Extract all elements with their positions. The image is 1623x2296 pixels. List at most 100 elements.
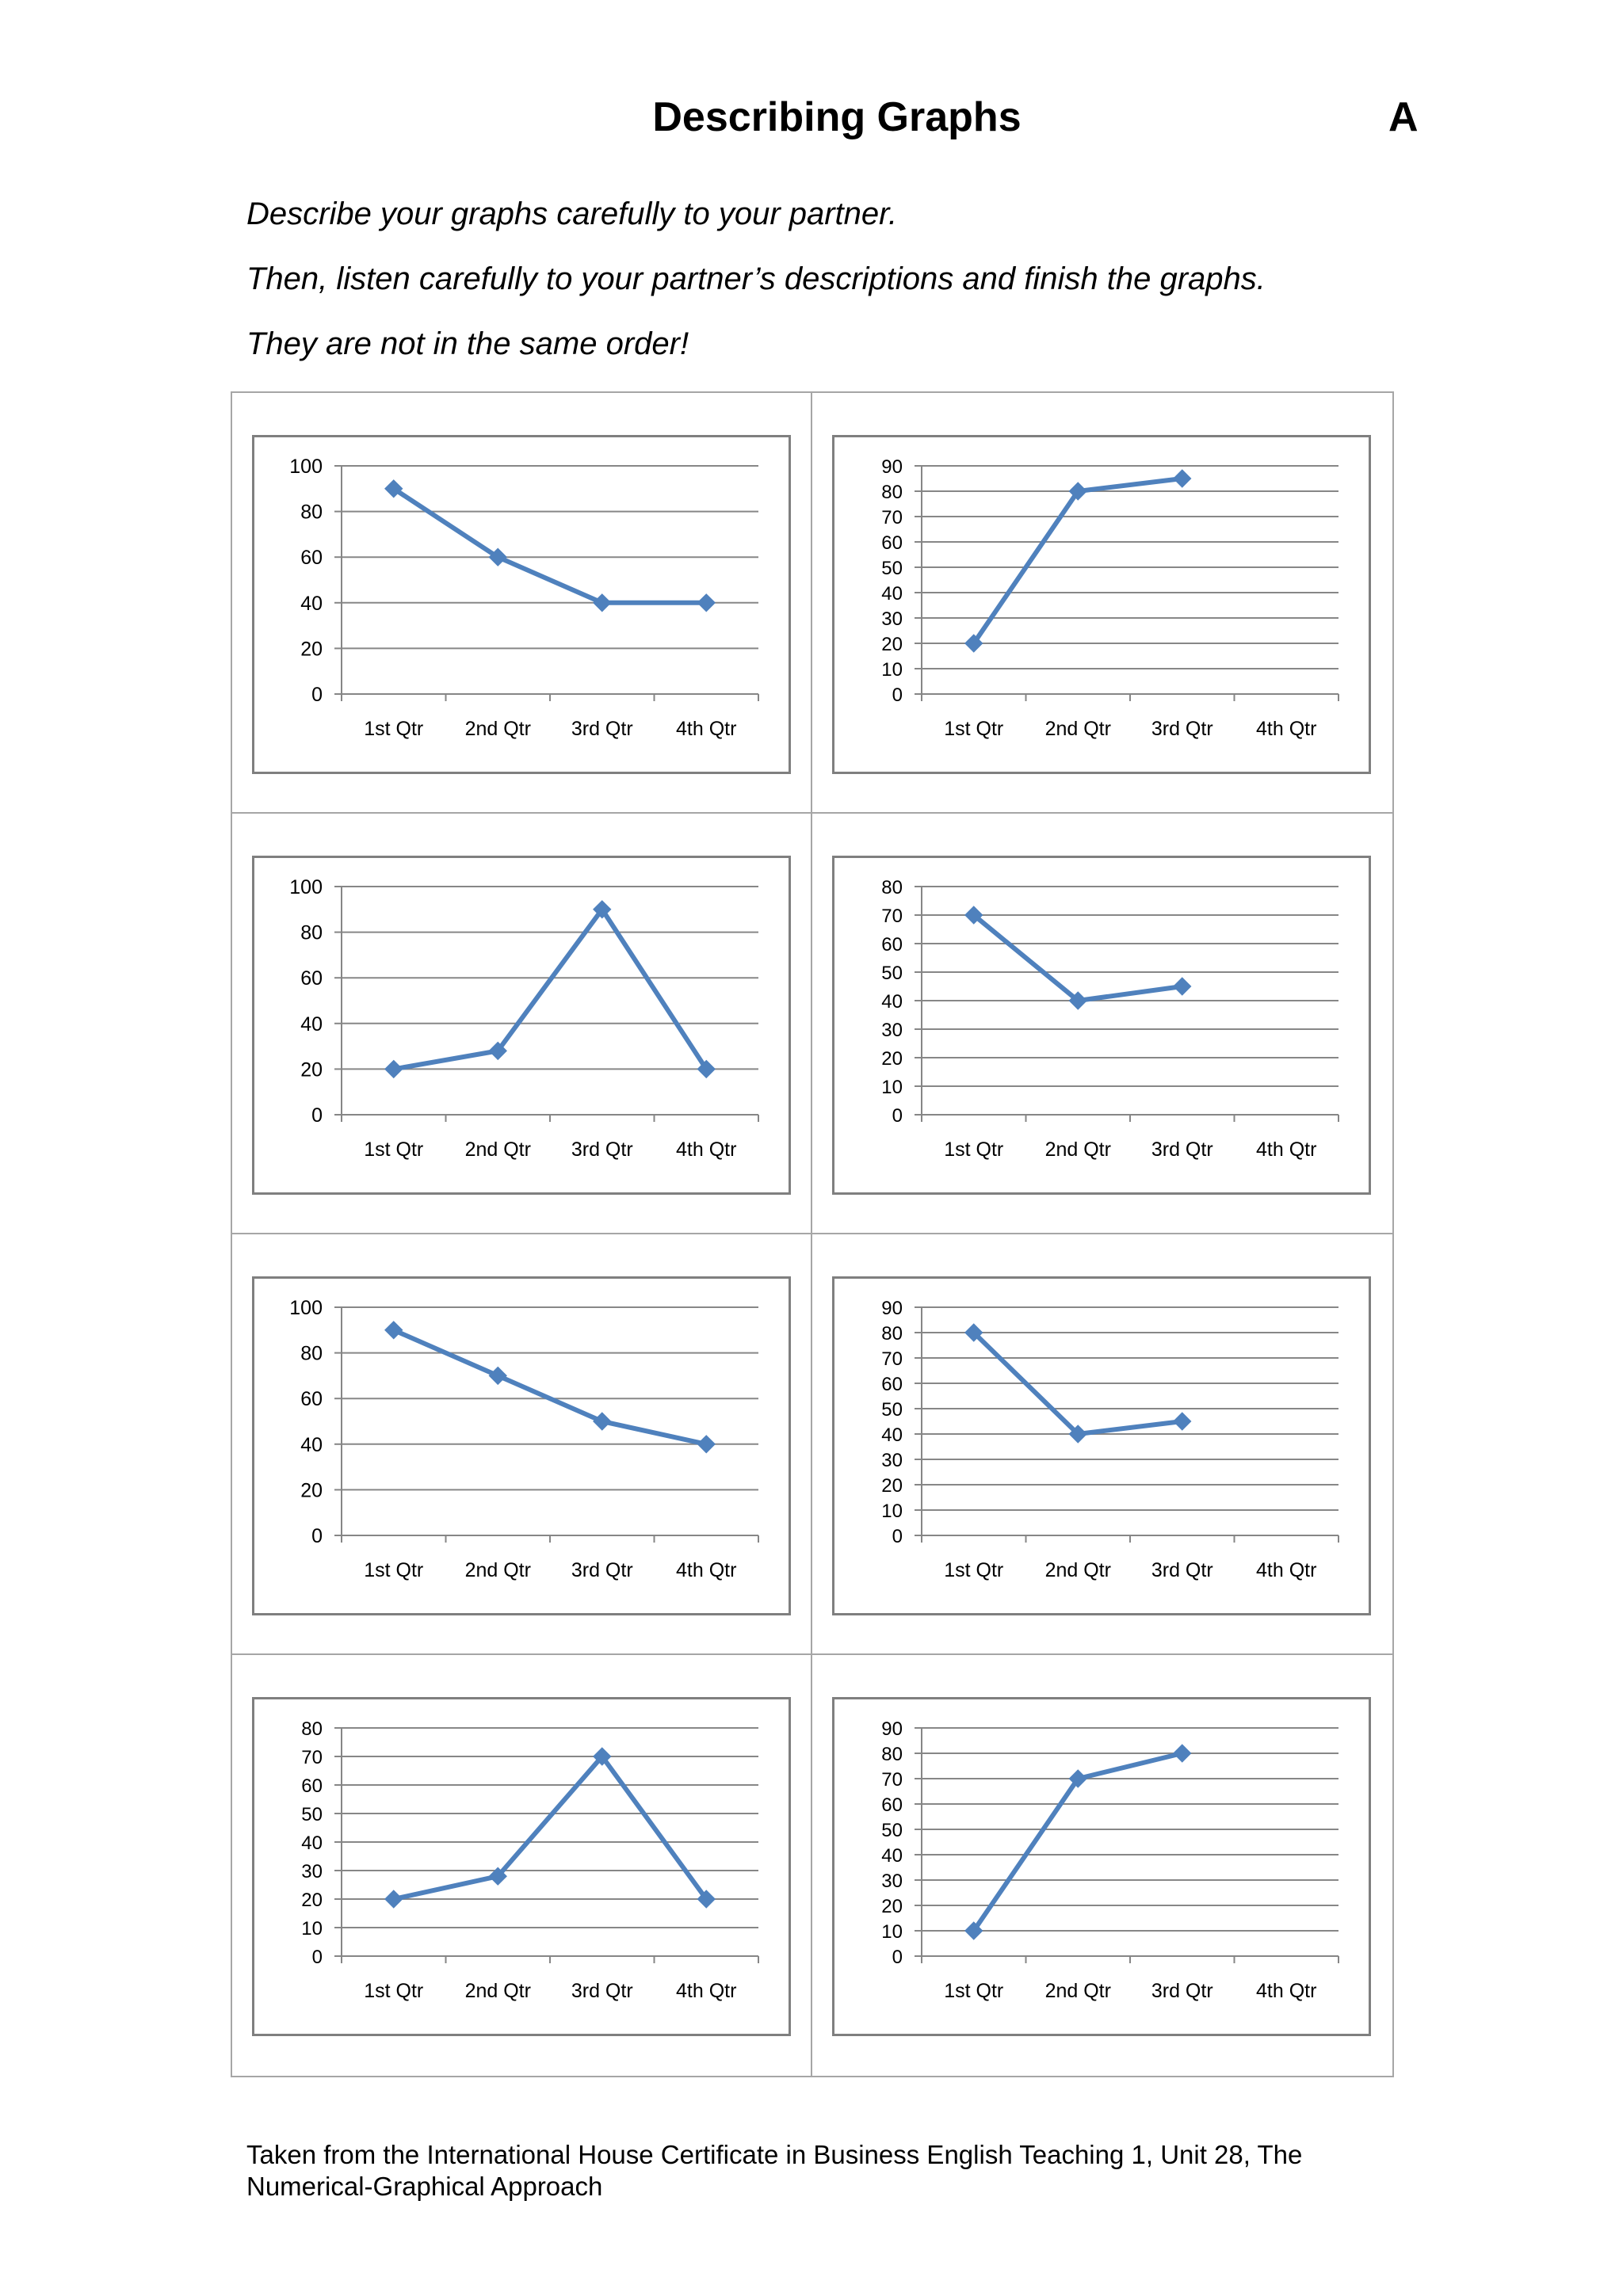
x-tick-label: 3rd Qtr: [1151, 718, 1213, 740]
series-line: [391, 1327, 709, 1447]
x-tick-label: 4th Qtr: [1256, 718, 1316, 740]
series-line: [391, 906, 709, 1072]
instruction-line-1: Describe your graphs carefully to your p…: [246, 196, 898, 231]
y-tick-label: 0: [892, 1947, 903, 1968]
y-tick-label: 10: [881, 659, 903, 681]
y-tick-label: 20: [881, 634, 903, 655]
y-tick-label: 80: [881, 877, 903, 898]
y-tick-label: 10: [881, 1077, 903, 1098]
x-tick-label: 3rd Qtr: [1151, 1559, 1213, 1581]
y-tick-label: 50: [881, 1820, 903, 1841]
y-tick-label: 20: [301, 1890, 323, 1911]
data-point-marker: [964, 906, 983, 925]
page-title: Describing Graphs: [652, 94, 1022, 140]
y-tick-label: 90: [881, 1298, 903, 1319]
x-tick-label: 4th Qtr: [1256, 1138, 1316, 1161]
x-tick-label: 1st Qtr: [944, 1138, 1003, 1161]
chart-frame-5: 0 20 40 60 80 100 1st Qtr 2nd Qtr 3rd Qtr 4th Qtr: [252, 1276, 791, 1615]
x-tick-label: 1st Qtr: [944, 718, 1003, 740]
x-tick-label: 2nd Qtr: [1045, 1980, 1111, 2002]
data-point-marker: [1068, 1425, 1087, 1444]
series-line: [391, 1754, 709, 1901]
chart-frame-1: 0 20 40 60 80 100 1st Qtr 2nd Qtr 3rd Qtr 4th Qtr: [252, 435, 791, 774]
data-point-marker: [384, 1321, 403, 1340]
y-tick-label: 70: [881, 1769, 903, 1791]
line-chart-4: 0 10 20 30 40 50 60 70 80 1st Qtr 2nd Qtr 3rd Qtr 4t…: [881, 877, 1339, 1161]
chart-frame-7: 0 10 20 30 40 50 60 70 80 1st Qtr 2nd Qtr 3rd Qtr 4t…: [252, 1697, 791, 2036]
y-tick-label: 90: [881, 1718, 903, 1740]
chart-cell-4: 0 10 20 30 40 50 60 70 80 1st Qtr 2nd Qtr 3rd Qtr 4t…: [812, 814, 1392, 1234]
x-tick-label: 4th Qtr: [676, 1980, 736, 2002]
y-tick-label: 30: [881, 1450, 903, 1471]
x-tick-label: 1st Qtr: [364, 718, 423, 740]
data-point-marker: [593, 1412, 612, 1431]
y-tick-label: 30: [881, 1871, 903, 1892]
y-tick-label: 60: [300, 967, 323, 990]
y-tick-label: 80: [300, 922, 323, 944]
x-tick-label: 4th Qtr: [1256, 1980, 1316, 2002]
line-chart-6: 0 10 20 30 40 50 60 70 80 90 1st Qtr 2nd Qtr 3rd Qtr…: [881, 1298, 1339, 1581]
data-point-marker: [488, 1867, 507, 1886]
x-tick-label: 1st Qtr: [364, 1980, 423, 2002]
y-tick-label: 60: [301, 1775, 323, 1797]
data-point-marker: [384, 1890, 403, 1909]
x-tick-label: 2nd Qtr: [465, 1138, 531, 1161]
data-point-marker: [1068, 1769, 1087, 1788]
y-tick-label: 90: [881, 456, 903, 478]
y-tick-label: 100: [289, 456, 323, 478]
chart-frame-3: 0 20 40 60 80 100 1st Qtr 2nd Qtr 3rd Qtr 4th Qtr: [252, 856, 791, 1195]
charts-grid: 0 20 40 60 80 100 1st Qtr 2nd Qtr 3rd Qtr 4th Qtr…: [231, 391, 1394, 2077]
y-tick-label: 10: [881, 1921, 903, 1943]
x-tick-label: 1st Qtr: [944, 1980, 1003, 2002]
y-tick-label: 70: [301, 1747, 323, 1768]
y-tick-label: 60: [881, 1794, 903, 1816]
data-point-marker: [697, 1435, 716, 1454]
y-tick-label: 60: [881, 532, 903, 554]
chart-cell-3: 0 20 40 60 80 100 1st Qtr 2nd Qtr 3rd Qtr 4th Qtr: [232, 814, 812, 1234]
y-tick-label: 0: [311, 684, 323, 706]
x-tick-label: 2nd Qtr: [465, 718, 531, 740]
data-point-marker: [1173, 977, 1192, 996]
x-tick-label: 2nd Qtr: [1045, 1138, 1111, 1161]
data-point-marker: [1068, 482, 1087, 501]
y-tick-label: 50: [881, 558, 903, 579]
x-tick-label: 2nd Qtr: [1045, 1559, 1111, 1581]
y-tick-label: 60: [881, 1374, 903, 1395]
y-tick-label: 0: [892, 1105, 903, 1127]
data-point-marker: [593, 593, 612, 612]
x-tick-label: 2nd Qtr: [1045, 718, 1111, 740]
data-point-marker: [384, 1059, 403, 1079]
series-line: [391, 486, 709, 605]
instruction-line-3: They are not in the same order!: [246, 326, 689, 361]
x-tick-label: 3rd Qtr: [1151, 1980, 1213, 2002]
chart-cell-6: 0 10 20 30 40 50 60 70 80 90 1st Qtr 2nd Qtr 3rd Qtr…: [812, 1234, 1392, 1655]
data-point-marker: [1173, 1412, 1192, 1431]
data-point-marker: [697, 1059, 716, 1079]
y-tick-label: 20: [881, 1048, 903, 1070]
data-point-marker: [1173, 469, 1192, 488]
y-tick-label: 100: [289, 1297, 323, 1319]
y-tick-label: 0: [311, 1104, 323, 1127]
y-tick-label: 80: [881, 1744, 903, 1765]
x-tick-label: 4th Qtr: [676, 1559, 736, 1581]
y-tick-label: 30: [881, 1020, 903, 1041]
y-tick-label: 20: [300, 638, 323, 660]
y-tick-label: 0: [892, 1526, 903, 1547]
y-tick-label: 20: [881, 1896, 903, 1917]
y-tick-label: 40: [881, 991, 903, 1013]
y-tick-label: 80: [881, 482, 903, 503]
y-tick-label: 40: [301, 1833, 323, 1854]
series-line: [971, 913, 1185, 1003]
x-tick-label: 1st Qtr: [364, 1559, 423, 1581]
x-tick-label: 1st Qtr: [944, 1559, 1003, 1581]
y-tick-label: 70: [881, 507, 903, 528]
y-tick-label: 40: [300, 1013, 323, 1035]
x-tick-label: 3rd Qtr: [1151, 1138, 1213, 1161]
y-tick-label: 80: [300, 1343, 323, 1365]
x-tick-label: 4th Qtr: [676, 1138, 736, 1161]
chart-cell-2: 0 10 20 30 40 50 60 70 80 90 1st Qtr 2nd Qtr 3rd Qtr…: [812, 393, 1392, 814]
x-tick-label: 3rd Qtr: [571, 1138, 633, 1161]
chart-cell-7: 0 10 20 30 40 50 60 70 80 1st Qtr 2nd Qtr 3rd Qtr 4t…: [232, 1655, 812, 2076]
chart-frame-2: 0 10 20 30 40 50 60 70 80 90 1st Qtr 2nd Qtr 3rd Qtr…: [832, 435, 1371, 774]
chart-frame-8: 0 10 20 30 40 50 60 70 80 90 1st Qtr 2nd Qtr 3rd Qtr…: [832, 1697, 1371, 2036]
